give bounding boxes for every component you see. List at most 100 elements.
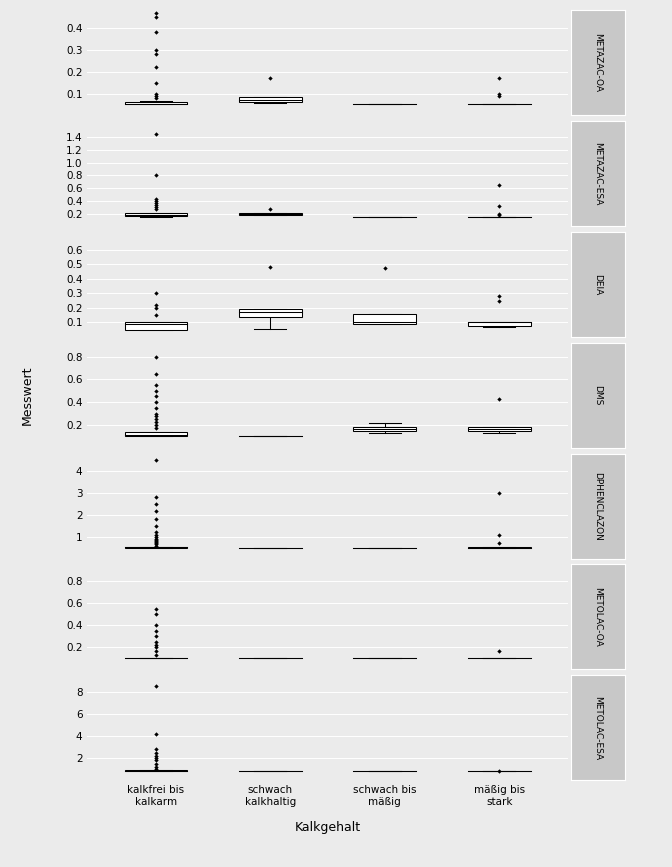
Point [151,127,161,140]
Point [151,6,161,20]
Text: DEIA: DEIA [593,274,603,295]
Point [265,71,276,85]
Text: METAZAC-ESA: METAZAC-ESA [593,142,603,205]
Point [151,635,161,649]
Point [151,762,161,776]
Point [151,10,161,24]
Point [151,395,161,409]
Point [494,208,505,222]
Text: Messwert: Messwert [20,366,34,425]
Point [151,644,161,658]
Point [151,409,161,423]
Point [151,61,161,75]
Point [151,349,161,363]
Point [151,75,161,89]
Point [151,298,161,312]
Point [494,486,505,500]
Bar [124,433,187,436]
Point [265,209,276,223]
Bar [124,101,187,105]
Point [151,192,161,205]
Point [151,680,161,694]
Point [151,535,161,549]
Text: DMS: DMS [593,385,603,406]
Point [494,199,505,212]
Point [151,528,161,542]
Point [151,749,161,763]
Point [151,641,161,655]
Point [151,742,161,756]
Point [151,649,161,662]
Point [151,753,161,767]
Point [151,727,161,740]
Point [151,453,161,467]
Point [151,607,161,621]
Point [265,260,276,274]
Point [494,392,505,406]
Point [151,504,161,518]
Point [151,751,161,765]
Point [265,202,276,216]
Point [151,602,161,616]
Point [151,202,161,216]
Point [151,407,161,420]
Point [151,168,161,182]
Point [151,629,161,643]
Text: METAZAC-OA: METAZAC-OA [593,34,603,93]
Point [494,178,505,192]
Point [151,309,161,323]
Point [151,414,161,428]
Text: Kalkgehalt: Kalkgehalt [294,822,361,834]
Point [151,537,161,551]
Point [380,262,390,276]
Point [151,512,161,526]
Bar [124,547,187,548]
Point [151,413,161,427]
Text: DPHENCLAZON: DPHENCLAZON [593,472,603,541]
Point [151,525,161,539]
Bar [468,427,531,431]
Point [151,87,161,101]
Point [494,644,505,658]
Point [151,389,161,403]
Point [151,418,161,432]
Point [494,765,505,779]
Point [151,194,161,208]
Point [151,533,161,547]
Bar [124,213,187,217]
Point [151,25,161,39]
Point [151,638,161,652]
Point [151,42,161,56]
Point [494,206,505,220]
Bar [239,310,302,316]
Point [151,760,161,774]
Point [151,538,161,552]
Point [494,290,505,303]
Bar [468,323,531,326]
Point [151,746,161,759]
Point [151,624,161,638]
Point [151,91,161,105]
Point [151,538,161,551]
Point [151,197,161,211]
Point [151,199,161,212]
Text: METOLAC-OA: METOLAC-OA [593,587,603,647]
Bar [239,97,302,101]
Point [494,528,505,542]
Bar [468,547,531,548]
Point [151,401,161,414]
Point [151,519,161,533]
Bar [353,314,416,324]
Point [151,47,161,61]
Point [151,532,161,546]
Point [494,294,505,308]
Bar [124,323,187,329]
Point [151,530,161,544]
Text: METOLAC-ESA: METOLAC-ESA [593,695,603,759]
Bar [239,213,302,215]
Point [151,757,161,771]
Point [494,537,505,551]
Point [151,384,161,398]
Point [151,534,161,548]
Point [494,87,505,101]
